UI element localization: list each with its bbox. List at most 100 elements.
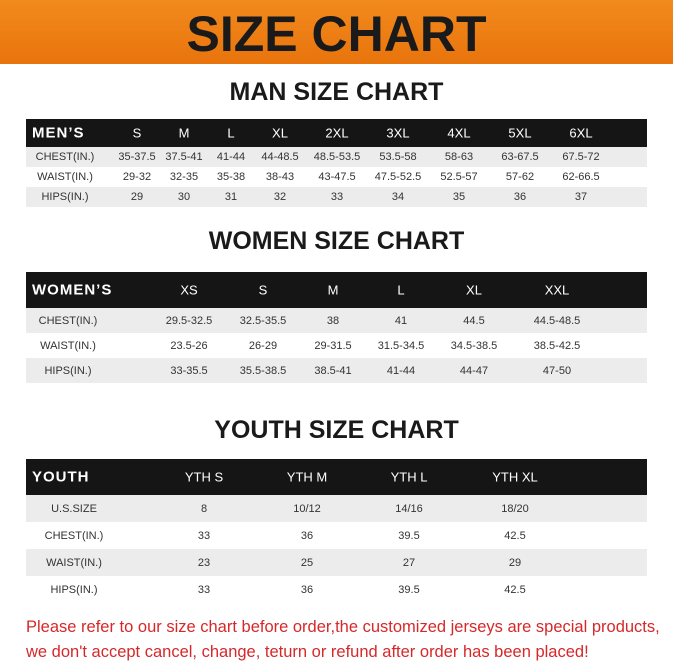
table-cell: 18/20 xyxy=(501,502,529,515)
table-cell: 39.5 xyxy=(398,583,420,596)
table-row xyxy=(26,576,647,603)
table-cell: 23 xyxy=(197,556,211,569)
table-cell: 35 xyxy=(452,191,466,203)
column-header: YTH S xyxy=(184,469,224,485)
table-cell: 29-32 xyxy=(122,171,152,183)
table-cell: 32-35 xyxy=(169,171,199,183)
column-header: WOMEN’S xyxy=(32,281,113,299)
table-cell: 8 xyxy=(200,502,208,515)
table-cell: 34.5-38.5 xyxy=(450,339,498,352)
table-cell: 36 xyxy=(513,191,527,203)
table-row xyxy=(26,549,647,576)
table-cell: 38 xyxy=(326,314,340,327)
table-cell: 41-44 xyxy=(216,151,246,163)
table-cell: 44.5 xyxy=(463,314,485,327)
column-header: M xyxy=(178,125,190,141)
table-row xyxy=(26,522,647,549)
row-label: HIPS(IN.) xyxy=(41,191,89,203)
table-row xyxy=(26,358,647,383)
table-row xyxy=(26,147,647,167)
column-header: 4XL xyxy=(447,125,471,141)
row-label: WAIST(IN.) xyxy=(46,556,102,569)
table-cell: 27 xyxy=(402,556,416,569)
row-label: CHEST(IN.) xyxy=(44,529,104,542)
table-row xyxy=(26,495,647,522)
table-cell: 23.5-26 xyxy=(170,339,208,352)
table-header xyxy=(26,119,647,147)
table-cell: 25 xyxy=(300,556,314,569)
table-cell: 38-43 xyxy=(265,171,295,183)
table-cell: 67.5-72 xyxy=(562,151,600,163)
table-cell: 44-48.5 xyxy=(261,151,299,163)
column-header: XXL xyxy=(544,282,570,298)
column-header: YTH XL xyxy=(492,469,538,485)
table-cell: 33-35.5 xyxy=(170,364,208,377)
table-cell: 36 xyxy=(300,583,314,596)
table-row xyxy=(26,167,647,187)
table-cell: 33 xyxy=(197,583,211,596)
table-cell: 38.5-41 xyxy=(314,364,352,377)
table-cell: 41-44 xyxy=(386,364,416,377)
column-header: S xyxy=(132,125,142,141)
table-row xyxy=(26,187,647,207)
section-title: YOUTH SIZE CHART xyxy=(214,416,459,444)
table-cell: 34 xyxy=(391,191,405,203)
table-cell: 53.5-58 xyxy=(379,151,417,163)
column-header: M xyxy=(327,282,339,298)
table-cell: 31 xyxy=(224,191,238,203)
table-cell: 10/12 xyxy=(293,502,321,515)
table-cell: 29-31.5 xyxy=(314,339,352,352)
table-cell: 29.5-32.5 xyxy=(165,314,213,327)
row-label: HIPS(IN.) xyxy=(44,364,92,377)
column-header: 2XL xyxy=(325,125,349,141)
table-cell: 14/16 xyxy=(395,502,423,515)
column-header: XL xyxy=(272,125,288,141)
section-title: WOMEN SIZE CHART xyxy=(208,227,465,255)
row-label: U.S.SIZE xyxy=(51,502,97,515)
column-header: S xyxy=(258,282,268,298)
section-title: MAN SIZE CHART xyxy=(229,78,444,106)
table-cell: 35.5-38.5 xyxy=(239,364,287,377)
table-cell: 42.5 xyxy=(504,583,526,596)
column-header: XL xyxy=(466,282,482,298)
table-cell: 31.5-34.5 xyxy=(377,339,425,352)
table-cell: 26-29 xyxy=(248,339,278,352)
table-cell: 62-66.5 xyxy=(562,171,600,183)
table-cell: 39.5 xyxy=(398,529,420,542)
column-header: YTH M xyxy=(286,469,328,485)
column-header: MEN’S xyxy=(32,124,85,142)
table-row xyxy=(26,308,647,333)
table-cell: 38.5-42.5 xyxy=(533,339,581,352)
table-cell: 47-50 xyxy=(542,364,572,377)
table-cell: 41 xyxy=(394,314,408,327)
table-cell: 30 xyxy=(177,191,191,203)
table-cell: 32.5-35.5 xyxy=(239,314,287,327)
table-cell: 35-37.5 xyxy=(118,151,156,163)
column-header: L xyxy=(227,125,235,141)
column-header: 5XL xyxy=(508,125,532,141)
column-header: 6XL xyxy=(569,125,593,141)
row-label: CHEST(IN.) xyxy=(38,314,98,327)
table-header xyxy=(26,272,647,308)
table-cell: 29 xyxy=(130,191,144,203)
column-header: 3XL xyxy=(386,125,410,141)
row-label: WAIST(IN.) xyxy=(37,171,93,183)
table-cell: 58-63 xyxy=(444,151,474,163)
table-cell: 37.5-41 xyxy=(165,151,203,163)
table-cell: 44-47 xyxy=(459,364,489,377)
table-cell: 33 xyxy=(197,529,211,542)
row-label: CHEST(IN.) xyxy=(35,151,95,163)
table-cell: 36 xyxy=(300,529,314,542)
row-label: WAIST(IN.) xyxy=(40,339,96,352)
table-header xyxy=(26,459,647,495)
table-cell: 37 xyxy=(574,191,588,203)
page-title: SIZE CHART xyxy=(186,6,487,62)
header-band xyxy=(0,0,673,64)
column-header: L xyxy=(397,282,405,298)
notice-line: we don't accept cancel, change, teturn o… xyxy=(26,643,589,661)
table-cell: 29 xyxy=(508,556,522,569)
table-cell: 48.5-53.5 xyxy=(313,151,361,163)
row-label: HIPS(IN.) xyxy=(50,583,98,596)
table-cell: 35-38 xyxy=(216,171,246,183)
table-cell: 32 xyxy=(273,191,287,203)
